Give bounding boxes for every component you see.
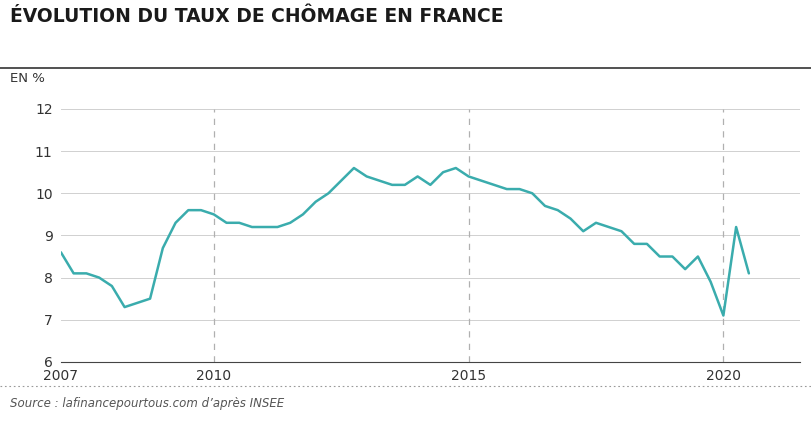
Text: ÉVOLUTION DU TAUX DE CHÔMAGE EN FRANCE: ÉVOLUTION DU TAUX DE CHÔMAGE EN FRANCE bbox=[10, 7, 503, 26]
Text: Source : lafinancepourtous.com d’après INSEE: Source : lafinancepourtous.com d’après I… bbox=[10, 397, 284, 410]
Text: EN %: EN % bbox=[10, 72, 45, 85]
